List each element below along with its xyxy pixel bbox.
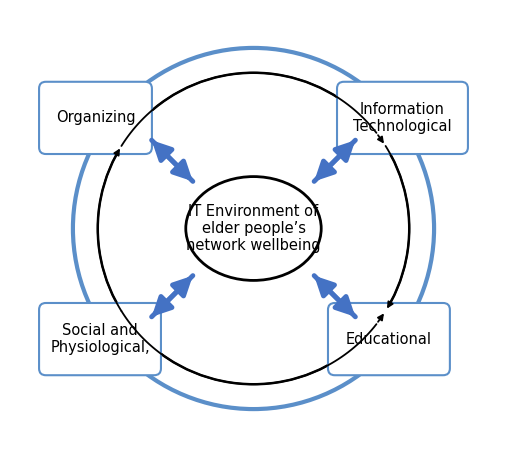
Text: Social and
Physiological,: Social and Physiological,: [50, 323, 150, 355]
Text: Educational: Educational: [346, 332, 432, 346]
Text: Information
Technological: Information Technological: [353, 102, 452, 134]
Text: Organizing: Organizing: [56, 111, 135, 125]
Text: IT Environment of
elder people’s
network wellbeing: IT Environment of elder people’s network…: [186, 204, 321, 253]
FancyBboxPatch shape: [328, 303, 450, 375]
FancyBboxPatch shape: [39, 82, 152, 154]
FancyBboxPatch shape: [337, 82, 468, 154]
FancyBboxPatch shape: [39, 303, 161, 375]
